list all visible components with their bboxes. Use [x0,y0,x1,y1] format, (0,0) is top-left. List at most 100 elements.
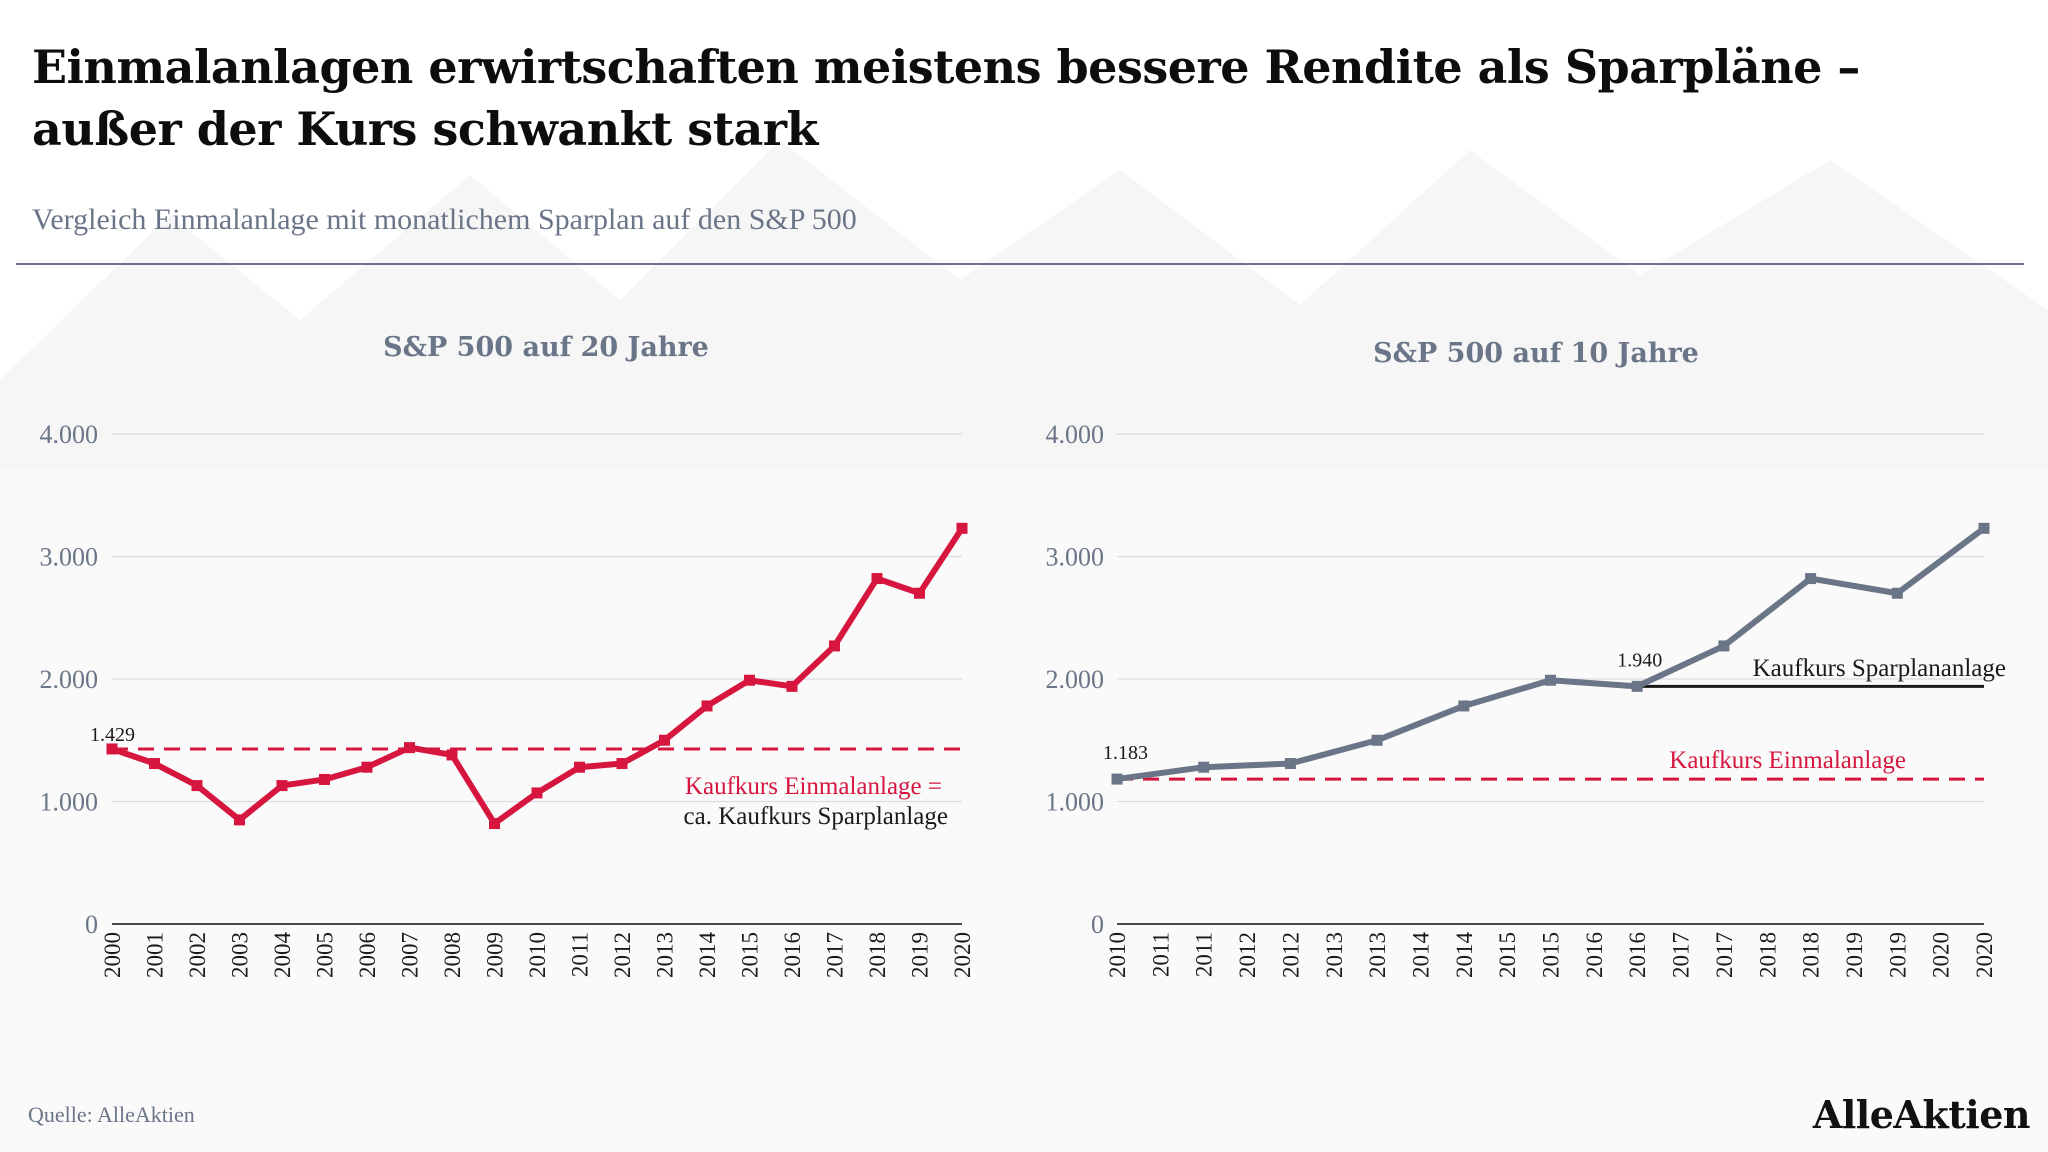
x-tick-label: 2014 [695,932,720,979]
data-point [1111,773,1123,785]
data-point [404,742,415,754]
page-subtitle: Vergleich Einmalanlage mit monatlichem S… [32,203,857,236]
data-point [1805,573,1817,585]
x-tick-label: 2009 [483,932,508,978]
data-point [446,749,458,761]
x-tick-label: 2014 [1452,932,1477,979]
x-tick-label: 2015 [1495,932,1520,978]
x-tick-label: 2019 [1842,932,1867,978]
x-tick-label: 2016 [1625,932,1650,978]
data-point [1284,758,1296,770]
x-tick-label: 2012 [610,932,635,978]
data-point [1458,700,1470,712]
y-tick-label: 0 [85,910,98,939]
data-point [1198,761,1210,773]
x-tick-label: 2020 [1929,932,1954,978]
x-tick-label: 2012 [1235,932,1260,978]
x-tick-label: 2016 [1582,932,1607,978]
point-label: 1.429 [90,724,135,746]
x-tick-label: 2017 [1712,932,1737,978]
data-point [276,780,288,792]
data-point [1718,640,1730,652]
data-point [1371,734,1383,746]
x-tick-label: 2019 [908,932,933,978]
data-point [489,818,500,830]
annotation: ca. Kaufkurs Sparplanlage [684,803,948,830]
brand-logo: AlleAktien [1812,1092,2031,1137]
y-tick-label: 3.000 [1046,543,1105,572]
divider [16,263,2024,265]
data-point [234,814,245,826]
x-tick-label: 2005 [313,932,338,978]
x-tick-label: 2008 [440,932,465,978]
annotation: Kaufkurs Sparplananlage [1753,655,2006,682]
data-point [616,758,628,770]
y-tick-label: 4.000 [40,420,99,449]
data-point [701,700,713,712]
data-point [1545,674,1556,686]
x-tick-label: 2013 [1365,932,1390,978]
x-tick-label: 2007 [398,932,423,978]
point-label: 1.183 [1103,742,1148,764]
data-point [914,587,925,599]
y-tick-label: 4.000 [1046,420,1105,449]
chart-title: S&P 500 auf 10 Jahre [1373,338,1699,369]
data-point [319,773,330,785]
y-tick-label: 2.000 [1046,665,1105,694]
data-point [871,573,883,585]
annotation: Kaufkurs Einmalanlage = [685,773,942,800]
x-tick-label: 2011 [1192,932,1217,977]
x-tick-label: 2011 [1148,932,1173,977]
data-point [956,522,968,534]
y-tick-label: 1.000 [40,788,99,817]
x-tick-label: 2018 [1755,932,1780,978]
x-tick-label: 2019 [1885,932,1910,978]
chart-20-years: S&P 500 auf 20 Jahre 0 1.000 2.000 3.000 4.00… [40,332,976,979]
x-tick-label: 2000 [100,932,125,978]
x-tick-label: 2018 [1799,932,1824,978]
x-tick-label: 2003 [228,932,253,978]
x-tick-label: 2014 [1408,932,1433,979]
x-tick-label: 2015 [1539,932,1564,978]
x-tick-label: 2016 [780,932,805,978]
data-point [149,758,160,770]
y-tick-label: 1.000 [1046,788,1105,817]
data-point [191,780,203,792]
point-label: 1.940 [1617,649,1662,671]
x-tick-label: 2010 [525,932,550,978]
data-point [1978,522,1990,534]
data-point [574,761,585,773]
chart-title: S&P 500 auf 20 Jahre [383,332,709,363]
x-tick-label: 2004 [270,932,295,979]
page-title: Einmalanlagen erwirtschaften meistens be… [32,40,1860,156]
data-point [829,640,840,652]
data-point [744,674,755,686]
x-tick-label: 2013 [653,932,678,978]
data-point [106,743,118,755]
x-tick-label: 2010 [1105,932,1130,978]
data-point [659,734,670,746]
data-point [1631,680,1643,692]
y-tick-label: 2.000 [40,665,99,694]
y-tick-label: 3.000 [40,543,99,572]
x-tick-label: 2018 [865,932,890,978]
x-tick-label: 2017 [1669,932,1694,978]
x-tick-label: 2002 [185,932,210,978]
data-point [361,761,373,773]
series-line [1116,525,1986,783]
x-tick-label: 2012 [1278,932,1303,978]
data-point [531,787,543,799]
y-tick-label: 0 [1091,910,1104,939]
source-note: Quelle: AlleAktien [28,1102,195,1127]
x-tick-label: 2015 [738,932,763,978]
x-tick-label: 2020 [1972,932,1997,978]
data-point [786,680,798,692]
x-tick-label: 2013 [1322,932,1347,978]
chart-10-years: S&P 500 auf 10 Jahre 0 1.000 2.000 3.000 4.00… [1046,338,2007,979]
x-tick-label: 2006 [355,932,380,978]
x-tick-label: 2011 [568,932,593,977]
x-tick-label: 2017 [823,932,848,978]
data-point [1891,587,1903,599]
x-tick-label: 2020 [950,932,975,978]
